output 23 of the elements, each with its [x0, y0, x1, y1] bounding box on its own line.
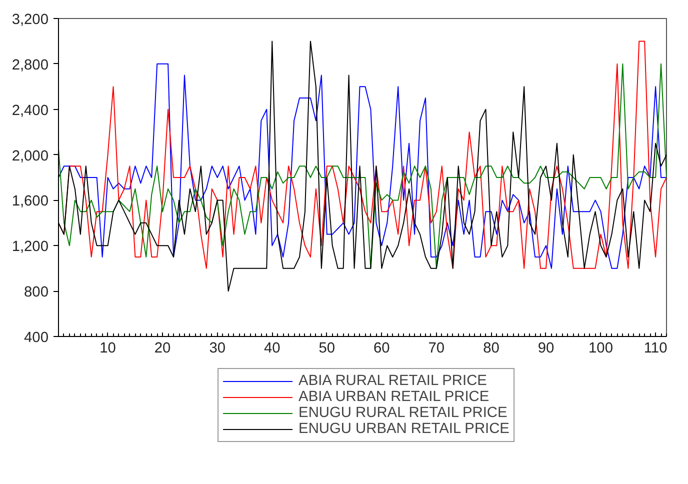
x-tick-label: 20	[154, 340, 171, 356]
x-tick-label: 70	[428, 340, 445, 356]
x-tick-label: 60	[374, 340, 390, 356]
x-tick-label: 80	[483, 340, 500, 356]
legend-label: ENUGU URBAN RETAIL PRICE	[298, 421, 510, 437]
x-tick-label: 110	[644, 340, 668, 356]
x-tick-label: 30	[209, 340, 226, 356]
x-tick-label: 40	[264, 340, 280, 356]
y-tick-label: 2,400	[12, 102, 49, 119]
x-tick-label: 50	[318, 340, 336, 356]
x-tick-label: 90	[538, 340, 554, 356]
y-tick-label: 2,800	[12, 57, 49, 74]
legend-label: ABIA URBAN RETAIL PRICE	[298, 389, 490, 405]
y-tick-label: 2,000	[12, 148, 49, 164]
legend-label: ABIA RURAL RETAIL PRICE	[298, 373, 487, 389]
y-tick-label: 1,600	[12, 194, 49, 210]
x-tick-label: 100	[588, 340, 614, 356]
x-tick-label: 10	[100, 340, 116, 356]
legend-label: ENUGU RURAL RETAIL PRICE	[298, 405, 508, 421]
y-tick-label: 400	[24, 330, 49, 346]
y-tick-label: 3,200	[12, 12, 49, 28]
y-tick-label: 800	[24, 284, 49, 301]
y-tick-label: 1,200	[12, 239, 49, 256]
